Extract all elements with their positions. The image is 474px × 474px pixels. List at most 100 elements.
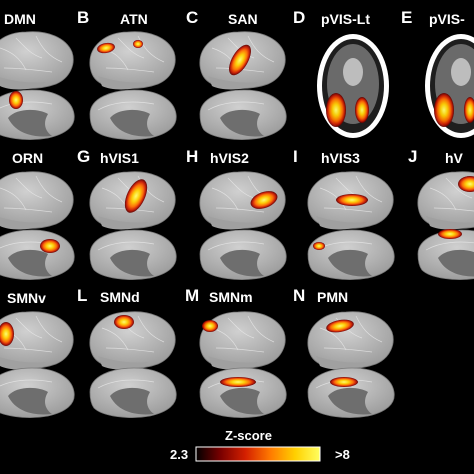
panel-title-atn: ATN (120, 11, 148, 27)
brain-orn-medial (0, 229, 75, 280)
panel-title-hvis1: hVIS1 (100, 150, 139, 166)
brain-pmn-lateral (307, 311, 394, 370)
panel-letter-h: H (186, 147, 199, 166)
brain-hvis2-lateral-temporal (208, 216, 258, 230)
brain-hvis1-lateral-temporal (98, 216, 148, 230)
brain-smnd-lateral (89, 311, 176, 370)
brain-hvis3-medial-medial-wall (328, 249, 372, 277)
brain-dmn-lateral-sulcus (35, 35, 63, 63)
blob-atn-lateral-2 (133, 40, 143, 48)
brain-orn-medial-medial-wall (8, 249, 52, 277)
panel-letter-b: B (77, 8, 90, 27)
brain-pmn-lateral-sulcus (319, 327, 347, 351)
brain-smnv-lateral (0, 311, 74, 370)
brain-atn-lateral-temporal (98, 76, 148, 90)
brain-smnm-medial (199, 367, 287, 418)
blob-pmn-lateral (326, 319, 354, 333)
blob-pvis-lt-1 (326, 93, 346, 127)
brain-hvis1-medial-medial-wall (110, 249, 154, 277)
panel-title-smnd: SMNd (100, 289, 140, 305)
brain-smnv-medial-medial-wall (8, 387, 52, 415)
brain-hvis3-lateral-temporal (316, 216, 366, 230)
blob-smnd-lateral (114, 315, 134, 329)
brain-san-medial-medial-wall (220, 109, 264, 137)
brain-dmn-lateral (0, 31, 74, 90)
panel-title-smnv: SMNv (7, 290, 46, 306)
blob-hvis4-lateral (458, 176, 474, 192)
blob-pvis-lt-2 (355, 97, 369, 123)
brain-dmn-lateral-surface (0, 31, 74, 89)
brain-hvis4-lateral-sulcus (429, 187, 457, 211)
panel-title-san: SAN (228, 11, 258, 27)
brain-pvis-rt-axial-core (451, 58, 471, 86)
brain-smnm-lateral-surface (199, 311, 286, 369)
panel-title-hvis4: hV (445, 150, 463, 166)
brain-smnm-lateral-sulcus (215, 347, 265, 353)
brain-dmn-lateral-sulcus (3, 67, 53, 73)
panel-title-pvis-rt: pVIS- (429, 11, 465, 27)
blob-orn-medial (40, 239, 60, 253)
brain-dmn-lateral-temporal (0, 77, 46, 90)
brain-hvis4-medial-sulcus (425, 241, 474, 251)
panel-title-orn: ORN (12, 150, 44, 166)
colorbar-min-label: 2.3 (170, 447, 189, 462)
brain-orn-lateral (0, 171, 74, 230)
blob-hvis3-lateral (336, 194, 368, 206)
panel-letter-m: M (185, 286, 200, 305)
blob-smnm-medial (220, 377, 256, 387)
colorbar-title: Z-score (225, 428, 272, 443)
panel-letter-c: C (186, 8, 199, 27)
brain-smnv-lateral-temporal (0, 357, 46, 370)
panel-letter-g: G (77, 147, 91, 166)
brain-pmn-lateral-sulcus (323, 347, 373, 353)
brain-hvis4-lateral-sulcus (433, 207, 474, 212)
brain-hvis4-lateral-sulcus (445, 177, 473, 199)
brain-smnv-medial (0, 367, 75, 418)
blob-pvis-rt-1 (434, 93, 454, 127)
blob-pvis-rt-2 (464, 97, 474, 123)
blob-pmn-medial (330, 377, 358, 387)
brain-hvis1-medial (89, 229, 177, 280)
brain-san-lateral-temporal (208, 76, 258, 90)
brain-hvis2-medial (199, 229, 287, 280)
brain-pvis-lt-axial (317, 34, 389, 138)
brain-orn-lateral-sulcus (3, 207, 53, 213)
panel-title-hvis2: hVIS2 (210, 150, 249, 166)
blob-san-lateral (229, 44, 251, 76)
blob-smnm-lateral (202, 320, 218, 332)
brain-hvis3-medial (307, 229, 395, 280)
panel-letter-d: D (293, 8, 306, 27)
brain-hvis3-lateral-sulcus (319, 187, 347, 211)
brain-smnd-lateral-sulcus (137, 315, 165, 343)
brain-dmn-medial-medial-wall (8, 109, 52, 137)
brain-smnd-medial-medial-wall (110, 387, 154, 415)
brain-smnm-medial-medial-wall (220, 387, 264, 415)
brain-smnm-lateral-sulcus (247, 315, 275, 343)
brain-atn-lateral (89, 31, 176, 90)
brain-smnd-medial (89, 367, 177, 418)
brain-hvis2-medial-sulcus (207, 241, 265, 251)
brain-pmn-lateral-sulcus (355, 315, 383, 343)
panel-letter-j: J (408, 147, 418, 166)
panel-title-hvis3: hVIS3 (321, 150, 360, 166)
brain-hvis4-medial-medial-wall (438, 249, 474, 277)
brain-dmn-lateral-sulcus (15, 37, 43, 59)
brain-smnm-lateral (199, 311, 286, 370)
blob-atn-lateral-1 (97, 42, 115, 54)
brain-orn-lateral-surface (0, 171, 74, 229)
brain-hvis2-lateral-sulcus (227, 177, 255, 199)
panel-letter-n: N (293, 286, 306, 305)
blob-hvis3-medial (313, 242, 325, 250)
brain-dmn-lateral-sulcus (0, 47, 27, 71)
panel-letter-i: I (293, 147, 298, 166)
brain-smnm-lateral-sulcus (227, 317, 255, 339)
blob-hvis1-lateral (124, 179, 148, 213)
panel-letter-l: L (77, 286, 88, 305)
brain-pvis-lt-axial-core (343, 58, 363, 86)
brain-hvis4-lateral-temporal (426, 216, 474, 230)
brain-smnv-lateral-sulcus (15, 317, 43, 339)
brain-smnd-lateral-sulcus (101, 327, 129, 351)
brain-smnv-lateral-sulcus (35, 315, 63, 343)
brain-san-medial-sulcus (207, 101, 265, 111)
